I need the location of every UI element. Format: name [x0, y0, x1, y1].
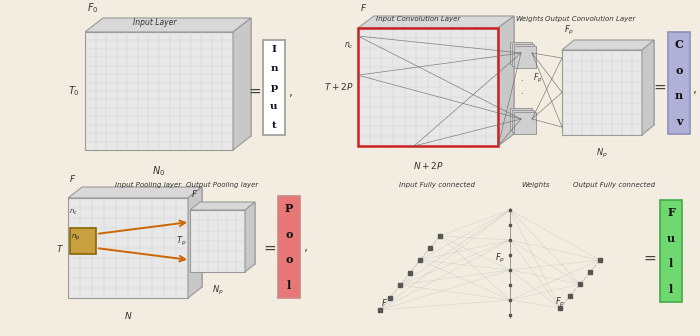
Text: $F_p$: $F_p$ [495, 251, 505, 264]
Text: Input Layer: Input Layer [133, 18, 176, 27]
Text: Weights: Weights [516, 16, 545, 22]
FancyBboxPatch shape [512, 44, 534, 66]
Text: $F$: $F$ [360, 2, 368, 13]
Text: $N_0$: $N_0$ [153, 164, 166, 178]
Text: $N_p$: $N_p$ [211, 284, 223, 297]
Text: $N_p$: $N_p$ [596, 147, 608, 160]
Text: $n_c$: $n_c$ [344, 41, 354, 51]
Polygon shape [200, 202, 255, 264]
Text: Weights: Weights [522, 182, 550, 188]
Text: l: l [669, 258, 673, 269]
FancyBboxPatch shape [514, 112, 536, 134]
Text: $T_0$: $T_0$ [68, 84, 80, 98]
FancyBboxPatch shape [512, 110, 534, 132]
Text: $N + 2P$: $N + 2P$ [412, 160, 444, 171]
Text: $F$: $F$ [69, 173, 76, 184]
Text: $F$: $F$ [191, 188, 198, 199]
Text: =: = [248, 84, 261, 98]
FancyBboxPatch shape [263, 40, 285, 135]
Text: $N$: $N$ [124, 310, 132, 321]
Text: $F_0$: $F_0$ [87, 1, 99, 15]
Text: $T + 2P$: $T + 2P$ [324, 82, 354, 92]
Polygon shape [85, 32, 233, 150]
Text: =: = [643, 251, 657, 265]
Text: Output Pooling layer: Output Pooling layer [186, 182, 258, 188]
Polygon shape [190, 210, 245, 272]
Polygon shape [562, 50, 642, 135]
Text: u: u [270, 102, 278, 111]
Polygon shape [498, 16, 514, 146]
Text: C: C [675, 39, 683, 50]
Text: Output Convolution Layer: Output Convolution Layer [545, 16, 635, 22]
FancyBboxPatch shape [668, 32, 690, 134]
Text: ,: , [304, 242, 308, 254]
Text: ,: , [693, 84, 697, 96]
Polygon shape [68, 198, 188, 298]
Text: l: l [287, 280, 291, 291]
FancyBboxPatch shape [510, 108, 532, 130]
Text: Output Fully connected: Output Fully connected [573, 182, 655, 188]
Text: o: o [676, 65, 682, 76]
Polygon shape [562, 40, 654, 50]
Polygon shape [70, 228, 96, 254]
Polygon shape [245, 202, 255, 272]
Polygon shape [190, 202, 255, 210]
Polygon shape [68, 187, 202, 198]
Text: Input Convolution Layer: Input Convolution Layer [376, 16, 460, 22]
Text: Input Fully connected: Input Fully connected [399, 182, 475, 188]
Polygon shape [103, 18, 251, 136]
Text: n: n [675, 90, 683, 101]
Text: o: o [286, 229, 293, 240]
Text: $n_c$: $n_c$ [69, 208, 78, 217]
Text: t: t [272, 121, 276, 130]
Polygon shape [82, 187, 202, 287]
Text: u: u [667, 233, 675, 244]
Text: p: p [270, 83, 278, 92]
Text: l: l [669, 284, 673, 295]
Polygon shape [374, 16, 514, 134]
Text: $F_p$: $F_p$ [533, 72, 542, 85]
Text: $F$: $F$ [381, 296, 388, 307]
Text: n: n [270, 64, 278, 73]
Text: $T_p$: $T_p$ [176, 235, 187, 248]
Text: P: P [285, 203, 293, 214]
FancyBboxPatch shape [514, 46, 536, 68]
Text: $T$: $T$ [56, 243, 64, 253]
Text: =: = [654, 80, 666, 94]
Polygon shape [188, 187, 202, 298]
Text: v: v [676, 116, 682, 127]
Polygon shape [358, 16, 514, 28]
Polygon shape [85, 18, 251, 32]
Polygon shape [358, 28, 498, 146]
FancyBboxPatch shape [510, 42, 532, 64]
FancyBboxPatch shape [660, 200, 682, 302]
Polygon shape [642, 40, 654, 135]
Text: $F_p$: $F_p$ [564, 24, 574, 37]
FancyBboxPatch shape [278, 196, 300, 298]
Text: o: o [286, 254, 293, 265]
Text: ,: , [289, 86, 293, 99]
Polygon shape [574, 40, 654, 125]
Text: $n_p$: $n_p$ [71, 233, 80, 243]
Text: Input Pooling layer: Input Pooling layer [115, 182, 181, 188]
Text: I: I [272, 45, 276, 54]
Text: F: F [667, 207, 675, 218]
Text: =: = [264, 241, 276, 255]
Polygon shape [233, 18, 251, 150]
Text: $F_p$: $F_p$ [554, 295, 565, 308]
Text: ·
·
·: · · · [519, 65, 522, 99]
